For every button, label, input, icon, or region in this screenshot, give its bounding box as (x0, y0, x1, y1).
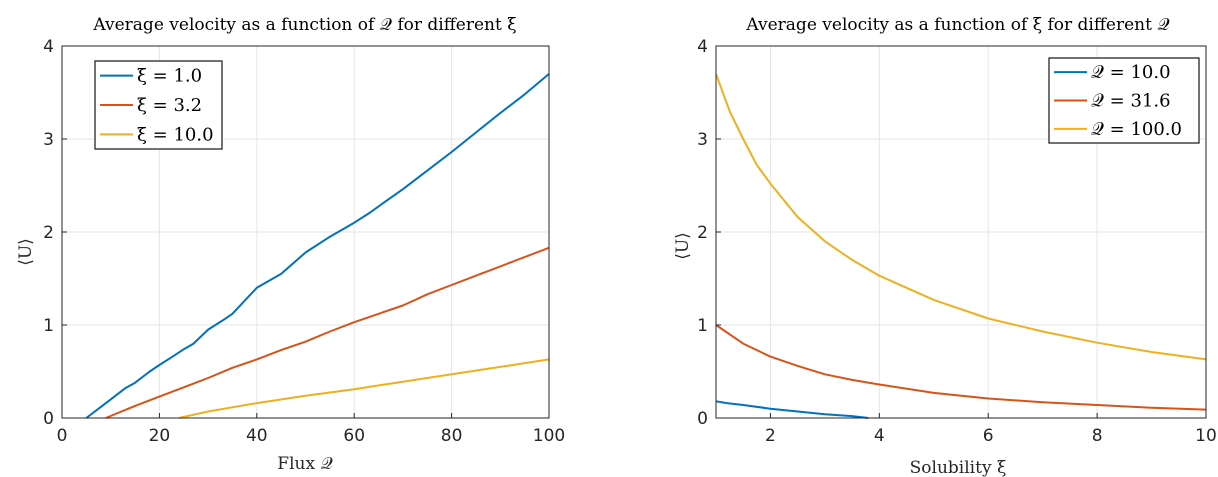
left-ticks: 0 20 40 60 80 100 0 1 2 3 4 (43, 37, 565, 446)
right-x-tick-label: 10 (1195, 426, 1217, 446)
right-series-line-2 (715, 73, 1207, 361)
right-legend-label-1: 𝒬 = 31.6 (1091, 91, 1171, 112)
right-y-tick-label: 2 (697, 223, 708, 243)
left-x-tick-label: 40 (246, 426, 268, 446)
left-legend: ξ = 1.0 ξ = 3.2 ξ = 10.0 (94, 60, 223, 150)
left-x-tick-label: 0 (57, 426, 68, 446)
right-x-tick-label: 4 (874, 426, 885, 446)
right-legend-label-0: 𝒬 = 10.0 (1091, 62, 1171, 83)
left-y-tick-label: 0 (43, 409, 54, 429)
right-series (715, 73, 1207, 419)
right-y-axis-label: ⟨U⟩ (673, 232, 693, 260)
right-chart-panel: Average velocity as a function of ξ for … (673, 15, 1217, 477)
right-y-tick-label: 4 (697, 37, 708, 57)
right-x-tick-label: 2 (765, 426, 776, 446)
right-y-tick-label: 1 (697, 316, 708, 336)
right-y-tick-label: 0 (697, 409, 708, 429)
left-x-tick-label: 20 (149, 426, 171, 446)
left-chart-title: Average velocity as a function of 𝒬 for … (92, 15, 516, 35)
right-chart-title: Average velocity as a function of ξ for … (745, 15, 1169, 35)
right-series-line-0 (715, 400, 869, 419)
left-y-tick-label: 4 (43, 37, 54, 57)
left-series (85, 73, 550, 419)
right-y-tick-label: 3 (697, 130, 708, 150)
right-legend-label-2: 𝒬 = 100.0 (1091, 119, 1182, 140)
left-y-tick-label: 2 (43, 223, 54, 243)
left-series-line-2 (178, 358, 550, 419)
right-series-line-1 (715, 324, 1207, 411)
left-x-tick-label: 80 (441, 426, 463, 446)
left-y-axis-label: ⟨U⟩ (16, 238, 36, 266)
left-series-line-1 (105, 246, 550, 419)
left-x-tick-label: 60 (343, 426, 365, 446)
left-x-tick-label: 100 (533, 426, 565, 446)
left-legend-label-1: ξ = 3.2 (137, 95, 202, 116)
right-ticks: 2 4 6 8 10 0 1 2 3 4 (697, 37, 1217, 446)
right-x-tick-label: 8 (1092, 426, 1103, 446)
right-x-axis-label: Solubility ξ (910, 458, 1007, 477)
left-chart-panel: Average velocity as a function of 𝒬 for … (16, 15, 565, 474)
right-legend: 𝒬 = 10.0 𝒬 = 31.6 𝒬 = 100.0 (1048, 57, 1200, 144)
right-x-tick-label: 6 (983, 426, 994, 446)
left-legend-label-0: ξ = 1.0 (137, 66, 202, 87)
left-x-axis-label: Flux 𝒬 (277, 454, 332, 474)
left-y-tick-label: 3 (43, 130, 54, 150)
left-series-line-0 (85, 73, 550, 419)
left-y-tick-label: 1 (43, 316, 54, 336)
left-legend-label-2: ξ = 10.0 (137, 124, 214, 145)
